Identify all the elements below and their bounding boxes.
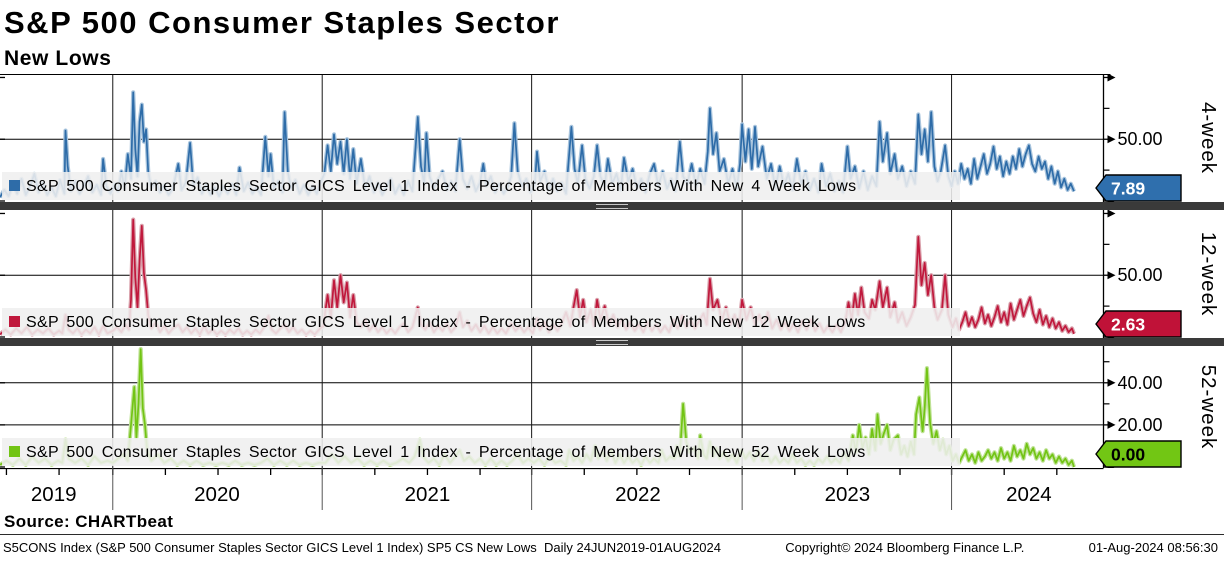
x-year-label: 2022 xyxy=(615,483,661,506)
y-tick-arrow-icon xyxy=(1107,378,1116,387)
x-year-label: 2023 xyxy=(825,483,871,506)
last-value-text: 2.63 xyxy=(1111,315,1145,335)
panel-splitter-2[interactable] xyxy=(0,338,1224,346)
legend-label: S&P 500 Consumer Staples Sector GICS Lev… xyxy=(26,444,866,461)
legend-band xyxy=(2,172,960,200)
page-subtitle: New Lows xyxy=(4,47,112,70)
splitter-grip-icon xyxy=(596,339,628,345)
legend-label: S&P 500 Consumer Staples Sector GICS Lev… xyxy=(26,314,866,331)
x-axis: 2019 2020 2021 2022 2023 2024 xyxy=(0,468,1104,510)
panel-12-week-chart: S&P 500 Consumer Staples Sector GICS Lev… xyxy=(0,210,1220,338)
panel-period-label: 4-week xyxy=(1197,102,1220,174)
footer-divider xyxy=(0,534,1224,535)
y-tick-arrow-icon xyxy=(1107,210,1116,218)
legend-label: S&P 500 Consumer Staples Sector GICS Lev… xyxy=(26,178,856,195)
last-value-text: 7.89 xyxy=(1111,179,1145,199)
y-tick-arrow-icon xyxy=(1107,420,1116,429)
panel-splitter-1[interactable] xyxy=(0,202,1224,210)
last-value-badge xyxy=(1095,440,1182,468)
legend-swatch xyxy=(9,180,20,191)
y-tick-label: 40.00 xyxy=(1118,373,1163,393)
y-tick-label: 50.00 xyxy=(1118,129,1163,149)
source-label: Source: CHARTbeat xyxy=(4,512,174,531)
panel-period-label: 52-week xyxy=(1197,365,1220,450)
legend-band xyxy=(2,438,960,466)
footer-info-row: S5CONS Index (S&P 500 Consumer Staples S… xyxy=(0,535,1224,560)
x-year-label: 2019 xyxy=(31,483,77,506)
legend-band xyxy=(2,308,960,336)
legend-swatch xyxy=(9,446,20,457)
page-title: S&P 500 Consumer Staples Sector xyxy=(4,5,560,40)
last-value-badge xyxy=(1095,310,1182,338)
x-year-label: 2020 xyxy=(194,483,240,506)
footer-timestamp: 01-Aug-2024 08:56:30 xyxy=(1088,540,1218,555)
y-tick-label: 50.00 xyxy=(1118,265,1163,285)
legend-swatch xyxy=(9,316,20,327)
x-year-label: 2024 xyxy=(1006,483,1052,506)
chart-header: S&P 500 Consumer Staples Sector New Lows xyxy=(0,0,1224,74)
y-tick-arrow-icon xyxy=(1107,135,1116,144)
y-tick-arrow-icon xyxy=(1107,271,1116,280)
x-year-label: 2021 xyxy=(405,483,451,506)
panel-4-week-chart: S&P 500 Consumer Staples Sector GICS Lev… xyxy=(0,74,1220,202)
panel-52-week-chart: S&P 500 Consumer Staples Sector GICS Lev… xyxy=(0,346,1220,468)
last-value-text: 0.00 xyxy=(1111,445,1145,465)
footer-copyright: Copyright© 2024 Bloomberg Finance L.P. xyxy=(785,540,1025,555)
y-tick-arrow-icon xyxy=(1107,74,1116,82)
y-tick-label: 20.00 xyxy=(1118,415,1163,435)
panel-period-label: 12-week xyxy=(1197,232,1220,317)
splitter-grip-icon xyxy=(596,203,628,209)
last-value-badge xyxy=(1095,174,1182,202)
footer-security-info: S5CONS Index (S&P 500 Consumer Staples S… xyxy=(3,540,721,555)
